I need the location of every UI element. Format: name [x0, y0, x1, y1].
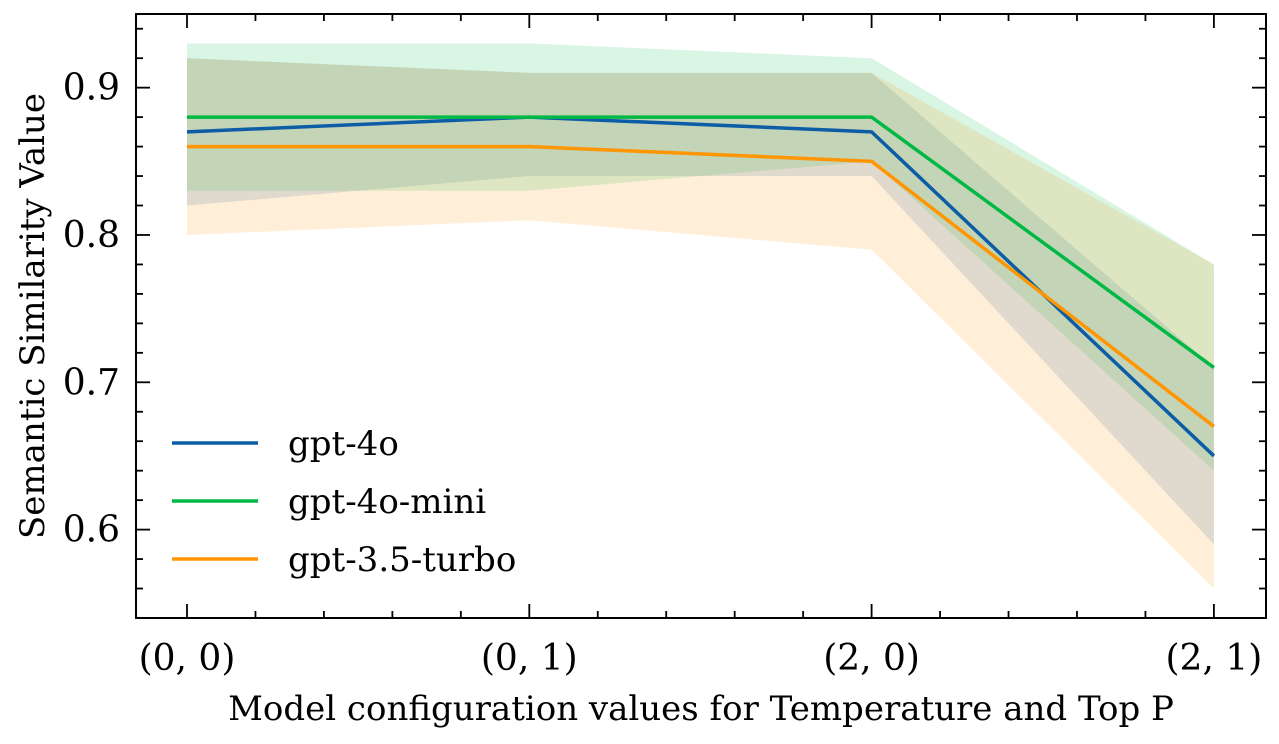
legend-label: gpt-4o: [288, 424, 399, 464]
y-axis-label: Semantic Similarity Value: [13, 93, 53, 539]
x-tick-labels: (0, 0) (0, 1) (2, 0) (2, 1): [139, 638, 1263, 679]
series-lines: [186, 115, 1216, 458]
legend: gpt-4o gpt-4o-mini gpt-3.5-turbo: [172, 424, 516, 580]
band-gpt-4o-mini: [187, 43, 1214, 471]
line-gpt-3.5-turbo: [187, 144, 1215, 428]
y-tick-labels: 0.6 0.7 0.8 0.9: [63, 68, 120, 551]
plot-frame: [135, 13, 1267, 619]
legend-label: gpt-4o-mini: [288, 482, 486, 522]
x-tick-label: (2, 0): [823, 638, 920, 679]
line-gpt-4o-mini: [187, 115, 1215, 369]
y-tick-label: 0.6: [63, 510, 120, 551]
axis-ticks: [136, 14, 1266, 618]
x-axis-label: Model configuration values for Temperatu…: [228, 689, 1174, 729]
x-tick-label: (2, 1): [1166, 638, 1263, 679]
x-tick-label: (0, 1): [481, 638, 578, 679]
band-gpt-3.5-turbo: [187, 58, 1214, 589]
y-tick-label: 0.9: [63, 68, 120, 109]
legend-label: gpt-3.5-turbo: [288, 540, 516, 580]
y-tick-label: 0.7: [63, 362, 120, 403]
x-tick-label: (0, 0): [139, 638, 236, 679]
y-tick-label: 0.8: [63, 215, 120, 256]
